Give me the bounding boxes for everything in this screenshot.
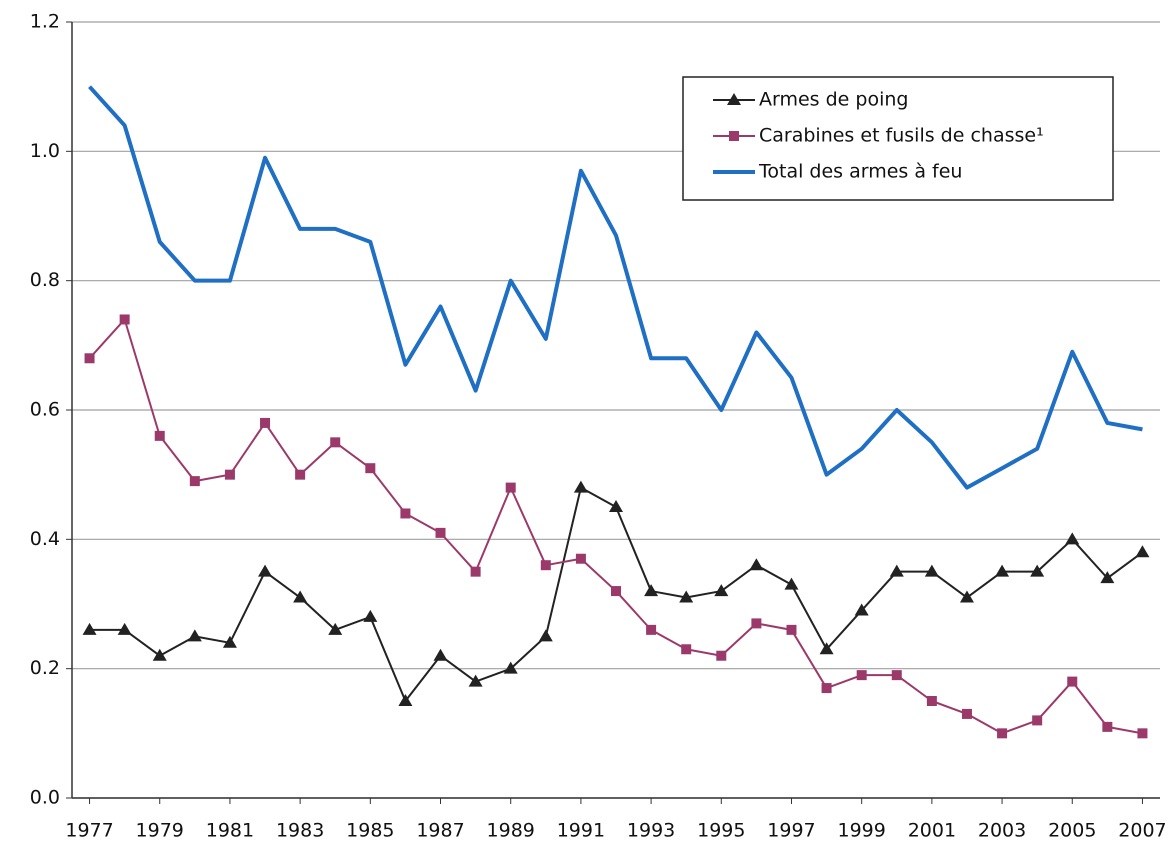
legend-marker: [727, 93, 741, 105]
series-marker: [609, 500, 623, 512]
series-marker: [400, 508, 411, 519]
x-tick-label: 1999: [837, 820, 885, 842]
series-marker: [187, 629, 202, 642]
series-marker: [222, 635, 237, 648]
series-marker: [924, 564, 939, 577]
series-marker: [154, 430, 165, 441]
x-tick-label: 2001: [908, 820, 956, 842]
series-marker: [889, 564, 904, 577]
series-marker: [84, 353, 95, 364]
x-tick-label: 1983: [276, 820, 324, 842]
series-marker: [959, 590, 974, 603]
x-tick-label: 1991: [557, 820, 605, 842]
series-marker: [749, 558, 764, 571]
series-line: [88, 85, 1143, 490]
x-tick-label: 2005: [1048, 820, 1096, 842]
series-marker: [681, 644, 692, 655]
y-tick-label: 1.2: [30, 11, 60, 33]
series-marker: [891, 670, 902, 681]
series-marker: [1067, 676, 1078, 687]
x-tick-label: 1989: [487, 820, 535, 842]
series-marker: [821, 683, 832, 694]
series-marker: [538, 629, 553, 642]
series-marker: [293, 590, 308, 603]
x-tick-label: 1979: [136, 820, 184, 842]
series-marker: [470, 566, 481, 577]
legend-label: Armes de poing: [759, 89, 908, 111]
series-marker: [679, 590, 694, 603]
series-marker: [117, 622, 132, 635]
series-marker: [1032, 715, 1043, 726]
series-marker: [82, 622, 97, 635]
x-tick-label: 1993: [627, 820, 675, 842]
series-marker: [503, 661, 518, 674]
series-marker: [646, 624, 657, 635]
series-marker: [997, 728, 1008, 739]
series-marker: [611, 586, 621, 597]
x-tick-label: 1987: [416, 820, 464, 842]
series-marker: [573, 480, 588, 493]
series-marker: [363, 609, 378, 622]
y-tick-label: 0.6: [30, 399, 60, 421]
series-marker: [330, 437, 341, 448]
legend-box: [682, 76, 1114, 201]
series-marker: [260, 417, 271, 428]
series-marker: [295, 469, 306, 480]
series-marker: [468, 674, 483, 687]
series-marker: [1100, 571, 1115, 584]
series-marker: [926, 696, 937, 706]
series-marker: [786, 624, 797, 635]
series-marker: [714, 584, 729, 597]
y-tick-label: 0.0: [30, 787, 60, 809]
series-marker: [1030, 564, 1045, 577]
series-marker: [995, 564, 1010, 577]
series-marker: [435, 527, 446, 538]
series-marker: [575, 553, 586, 564]
series-marker: [258, 564, 273, 577]
y-tick-label: 1.0: [30, 140, 60, 162]
y-tick-label: 0.8: [30, 269, 60, 291]
series-marker: [1137, 728, 1148, 739]
series-marker: [751, 618, 762, 629]
series-marker: [1102, 721, 1113, 732]
series-marker: [119, 314, 130, 325]
series-marker: [1065, 532, 1080, 545]
x-tick-label: 2007: [1118, 820, 1166, 842]
series-line: [88, 318, 1143, 735]
series-marker: [433, 648, 448, 661]
series-marker: [540, 560, 551, 571]
y-tick-label: 0.2: [30, 657, 60, 679]
series-marker: [716, 650, 727, 661]
x-tick-label: 2003: [978, 820, 1026, 842]
y-tick-label: 0.4: [30, 528, 60, 550]
x-tick-label: 1977: [65, 820, 113, 842]
series-marker: [961, 708, 972, 719]
series-marker: [398, 694, 413, 706]
series-marker: [856, 670, 867, 681]
series-marker: [365, 463, 376, 474]
series-marker: [505, 482, 516, 493]
series-marker: [644, 584, 659, 597]
series-marker: [328, 622, 343, 635]
series-marker: [1135, 545, 1150, 558]
x-tick-label: 1985: [346, 820, 394, 842]
series-marker: [819, 642, 834, 655]
legend-marker: [729, 131, 739, 141]
series-marker: [854, 603, 869, 616]
series-marker: [784, 577, 799, 590]
x-tick-label: 1995: [697, 820, 745, 842]
legend-label: Total des armes à feu: [758, 161, 962, 183]
series-marker: [152, 648, 167, 661]
series-marker: [189, 476, 200, 487]
x-tick-label: 1997: [767, 820, 815, 842]
legend-label: Carabines et fusils de chasse¹: [759, 125, 1044, 147]
series-marker: [224, 469, 235, 480]
x-tick-label: 1981: [206, 820, 254, 842]
